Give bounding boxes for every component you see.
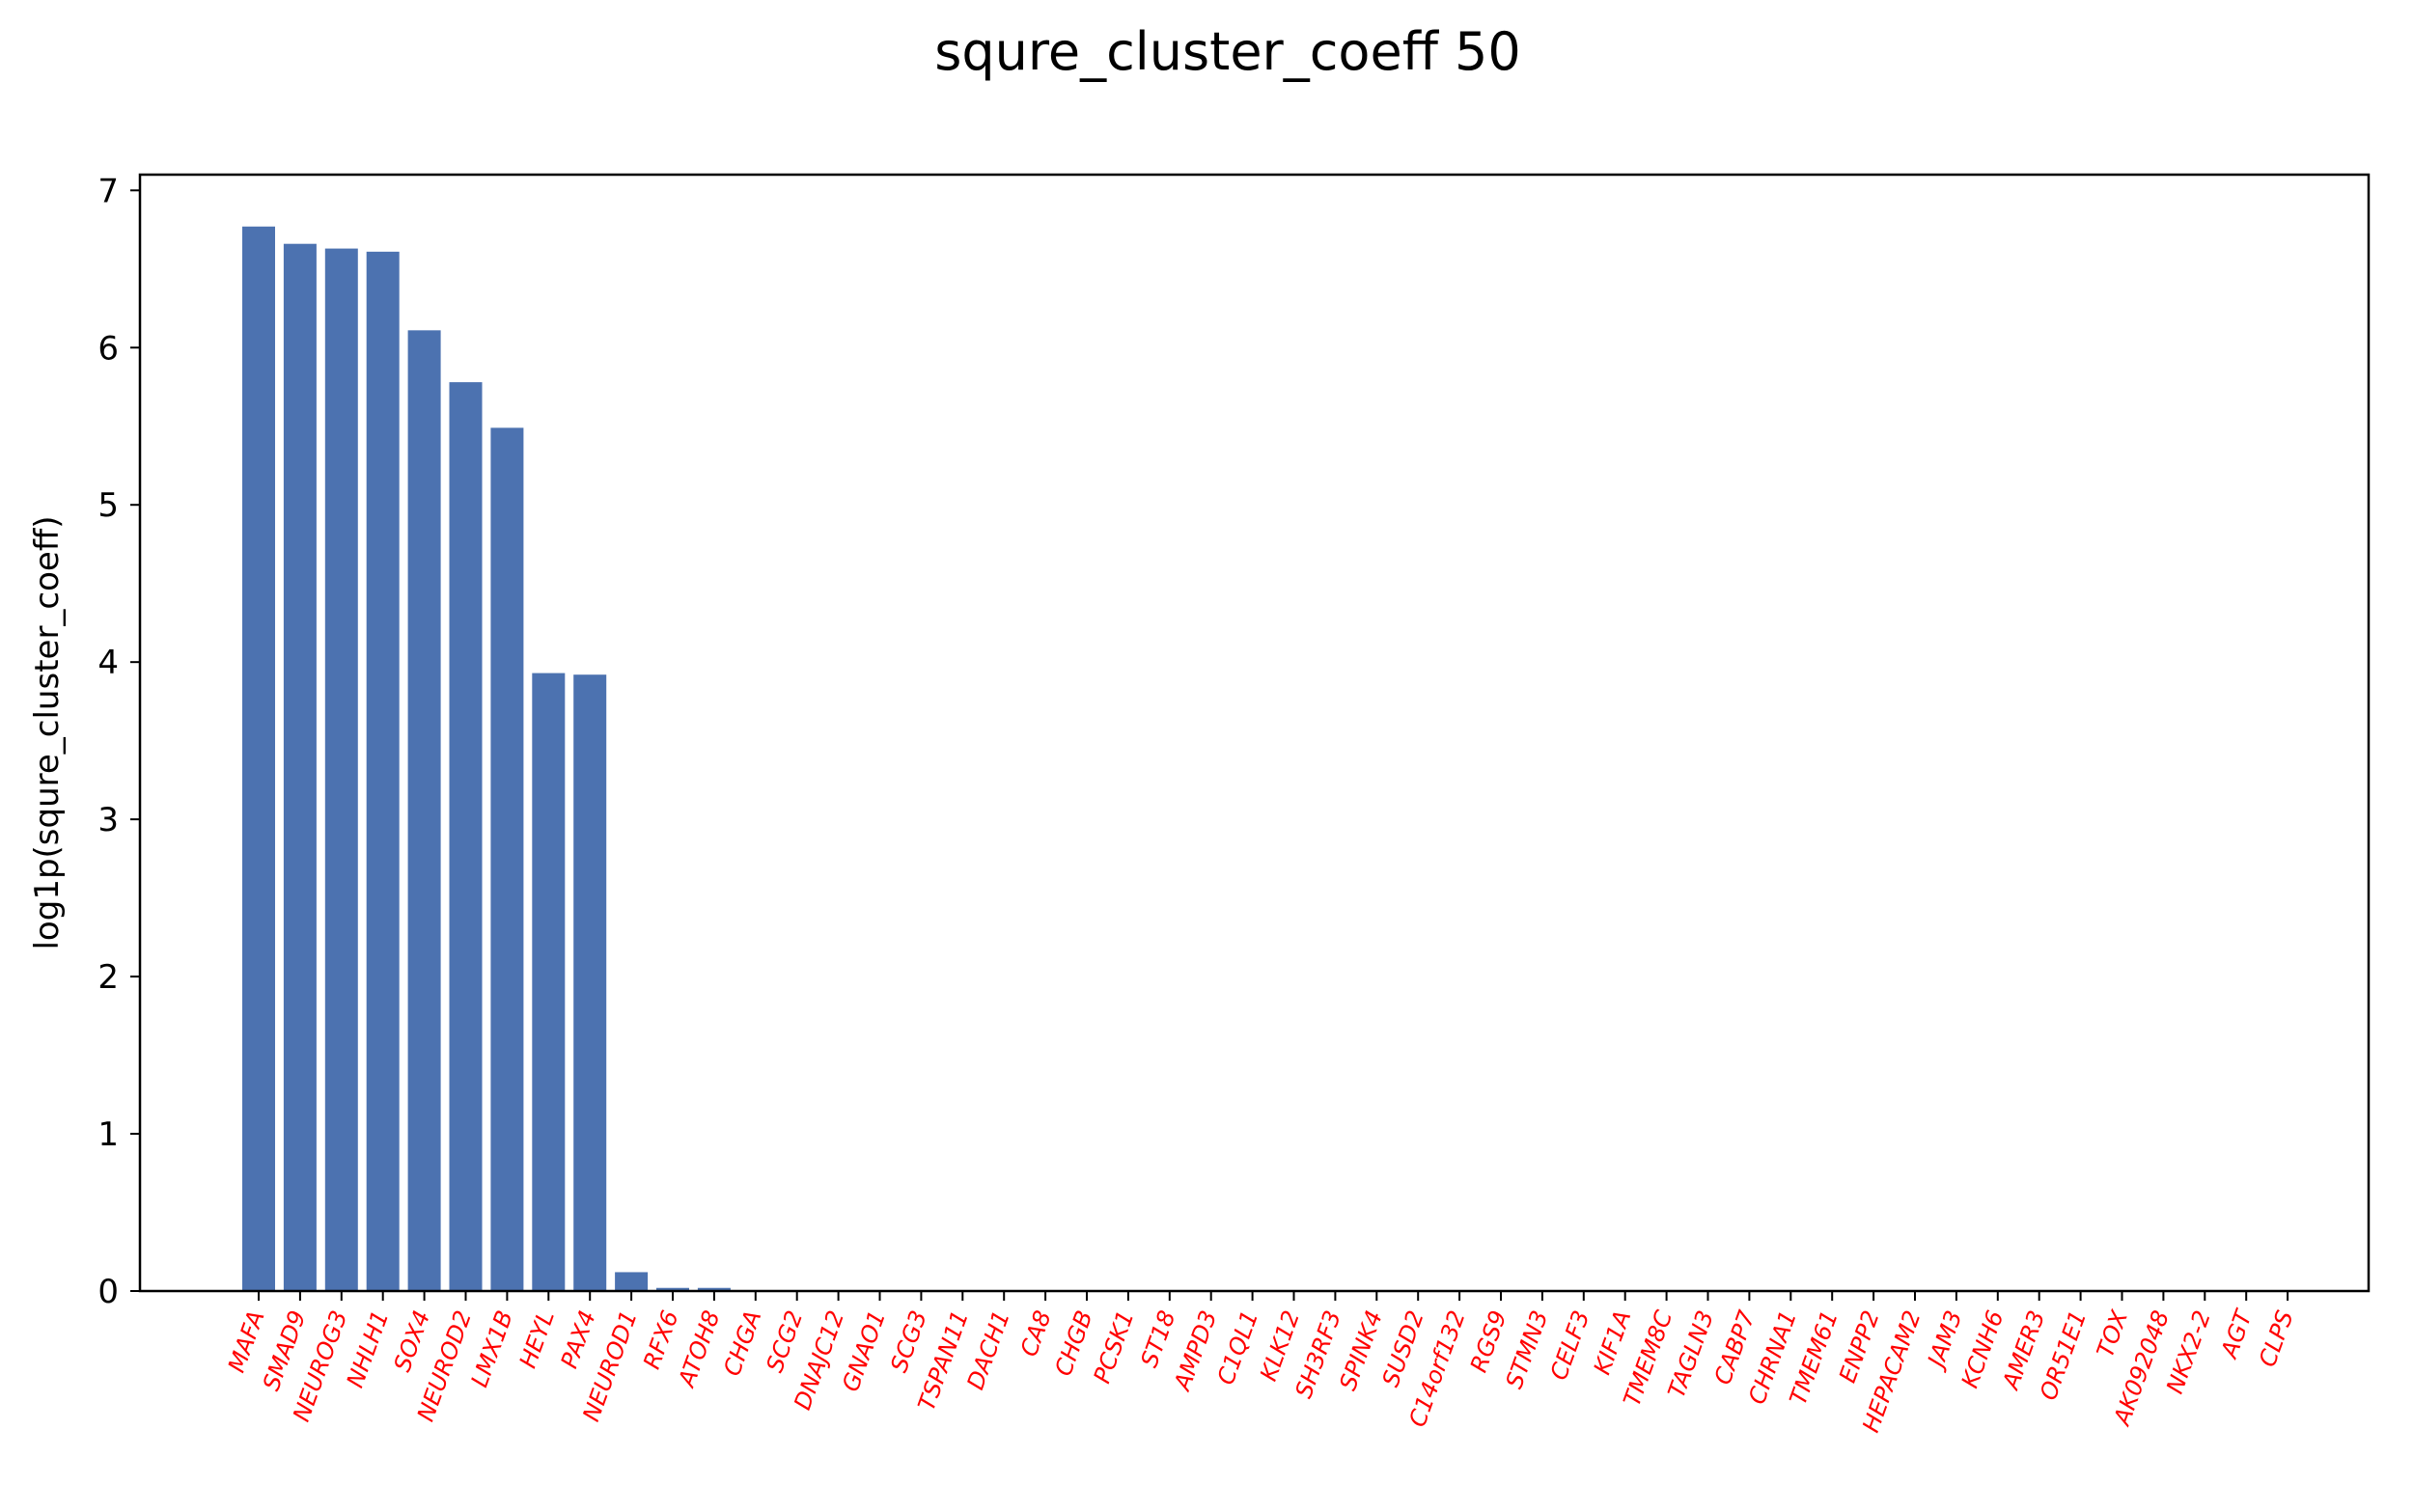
bar-mafa (242, 226, 275, 1291)
y-axis-ticks: 0 1 2 3 4 5 6 7 (97, 172, 140, 1311)
y-tick-label: 2 (97, 958, 119, 997)
x-tick-label: CLPS (2254, 1306, 2299, 1370)
x-tick-label: CA8 (1015, 1306, 1057, 1360)
bar-heyl (532, 673, 566, 1291)
x-tick-label: HEYL (514, 1306, 560, 1371)
bar-neurog3 (324, 248, 358, 1292)
bar-smad9 (283, 243, 317, 1291)
x-tick-label: SCG2 (762, 1306, 809, 1375)
x-tick-label: SOX4 (389, 1306, 436, 1375)
x-tick-label: AGT (2215, 1305, 2259, 1362)
bar-atoh8 (697, 1287, 731, 1291)
y-tick-label: 3 (97, 801, 119, 839)
x-tick-label: RFX6 (638, 1306, 684, 1372)
y-tick-label: 0 (97, 1273, 119, 1311)
bar-rfx6 (656, 1287, 689, 1291)
bars (242, 226, 731, 1292)
bar-lmx1b (490, 427, 524, 1292)
bar-pax4 (573, 674, 607, 1291)
x-tick-label: MAFA (223, 1306, 270, 1376)
x-tick-label: KIF1A (1589, 1306, 1637, 1378)
bar-nhlh1 (366, 251, 400, 1291)
x-tick-label: JAM3 (1922, 1306, 1968, 1373)
y-tick-label: 5 (97, 486, 119, 525)
plot-area-frame (138, 173, 2371, 1293)
x-tick-label: TOX (2092, 1306, 2133, 1361)
y-tick-label: 6 (97, 329, 119, 368)
bar-neurod2 (449, 382, 483, 1291)
y-tick-label: 1 (97, 1115, 119, 1154)
bar-neurod1 (615, 1272, 649, 1291)
x-tick-label: SCG3 (885, 1306, 932, 1375)
x-tick-label: CHGA (718, 1306, 766, 1379)
x-axis-ticks: MAFASMAD9NEUROG3NHLH1SOX4NEUROD2LMX1BHEY… (223, 1291, 2299, 1436)
y-tick-label: 7 (97, 172, 119, 210)
chart-title: squre_cluster_coeff 50 (934, 21, 1521, 82)
x-tick-label: ST18 (1135, 1306, 1180, 1370)
x-tick-label: RGS9 (1465, 1306, 1512, 1375)
x-tick-label: PAX4 (556, 1306, 601, 1371)
y-tick-label: 4 (97, 644, 119, 682)
bar-sox4 (407, 330, 441, 1292)
y-axis-label: log1p(squre_cluster_coeff) (28, 515, 67, 949)
